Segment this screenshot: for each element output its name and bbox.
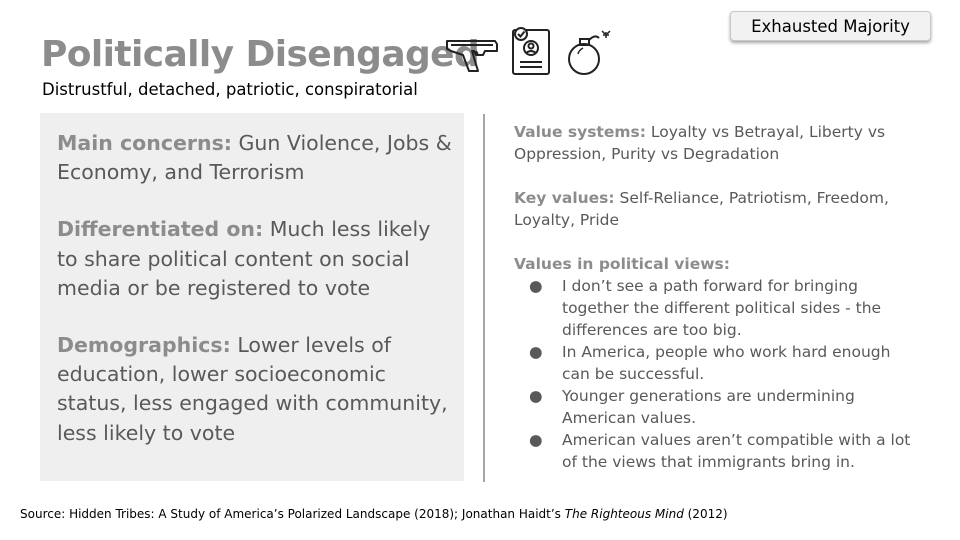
- main-concerns-text: Gun Violence, Jobs & Economy, and Terror…: [57, 131, 452, 185]
- political-views-list: ● I don’t see a path forward for bringing…: [514, 275, 914, 473]
- list-item-text: In America, people who work hard enough …: [562, 343, 891, 383]
- source-citation: Source: Hidden Tribes: A Study of Americ…: [20, 507, 728, 521]
- gun-icon: [446, 40, 498, 72]
- list-item-text: American values aren’t compatible with a…: [562, 431, 911, 471]
- list-item: ● In America, people who work hard enough…: [514, 341, 914, 385]
- list-item: ● American values aren’t compatible with …: [514, 429, 914, 473]
- demographics-label: Demographics:: [57, 333, 231, 358]
- header-icons: [446, 27, 611, 75]
- list-item: ● Younger generations are undermining Ame…: [514, 385, 914, 429]
- political-views: Values in political views: ● I don’t see …: [514, 253, 914, 473]
- page-subtitle: Distrustful, detached, patriotic, conspi…: [42, 80, 418, 99]
- profile-document-icon: [512, 27, 550, 75]
- values-panel: Value systems: Loyalty vs Betrayal, Libe…: [514, 121, 914, 473]
- source-book-title: The Righteous Mind: [564, 507, 684, 521]
- differentiated-on: Differentiated on: Much less likely to s…: [57, 215, 452, 303]
- key-values-text: Self-Reliance, Patriotism, Freedom, Loya…: [514, 189, 889, 229]
- key-values-label: Key values:: [514, 189, 615, 207]
- summary-panel: Main concerns: Gun Violence, Jobs & Econ…: [40, 113, 464, 481]
- demographics: Demographics: Lower levels of education,…: [57, 331, 452, 448]
- value-systems-text: Loyalty vs Betrayal, Liberty vs Oppressi…: [514, 123, 886, 163]
- bullet-icon: ●: [529, 277, 543, 295]
- main-concerns: Main concerns: Gun Violence, Jobs & Econ…: [57, 129, 452, 187]
- source-prefix: Source: Hidden Tribes: A Study of Americ…: [20, 507, 565, 521]
- list-item-text: I don’t see a path forward for bringing …: [562, 277, 882, 339]
- differentiated-on-label: Differentiated on:: [57, 217, 264, 242]
- list-item: ● I don’t see a path forward for bringing…: [514, 275, 914, 341]
- bullet-icon: ●: [529, 431, 543, 449]
- demographics-text: Lower levels of education, lower socioec…: [57, 333, 448, 445]
- list-item-text: Younger generations are undermining Amer…: [562, 387, 855, 427]
- key-values: Key values: Self-Reliance, Patriotism, F…: [514, 187, 914, 231]
- value-systems-label: Value systems:: [514, 123, 646, 141]
- political-views-label: Values in political views:: [514, 255, 730, 273]
- page-title: Politically Disengaged: [41, 34, 480, 75]
- source-suffix: (2012): [683, 507, 728, 521]
- column-divider: [483, 114, 485, 482]
- differentiated-on-text: Much less likely to share political cont…: [57, 217, 431, 300]
- bullet-icon: ●: [529, 343, 543, 361]
- segment-badge: Exhausted Majority: [730, 11, 931, 41]
- main-concerns-label: Main concerns:: [57, 131, 232, 155]
- bullet-icon: ●: [529, 387, 543, 405]
- bomb-icon: [568, 30, 611, 75]
- value-systems: Value systems: Loyalty vs Betrayal, Libe…: [514, 121, 914, 165]
